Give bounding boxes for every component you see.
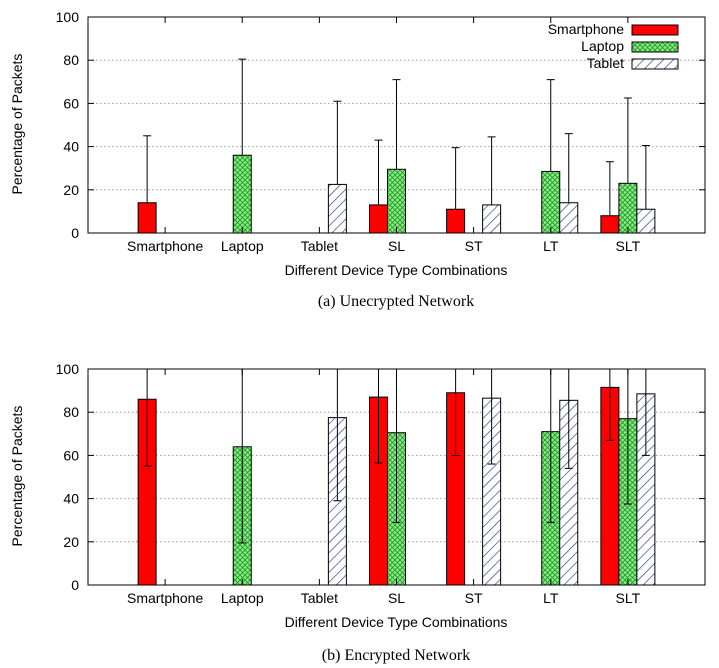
bar-laptop: [232, 154, 252, 234]
legend-swatch-tablet: [631, 58, 679, 70]
x-axis-label: Different Device Type Combinations: [285, 262, 508, 278]
bar-laptop: [387, 168, 406, 234]
y-tick-label: 20: [63, 182, 79, 198]
legend-label-smartphone: Smartphone: [548, 21, 624, 37]
bar-tablet: [636, 208, 656, 234]
legend-label-laptop: Laptop: [581, 38, 624, 54]
x-tick-label: Smartphone: [127, 238, 203, 254]
legend: Smartphone Laptop Tablet: [548, 21, 679, 71]
x-tick-label: LT: [543, 238, 559, 254]
x-tick-label: SLT: [616, 238, 641, 254]
caption: (a) Unecrypted Network: [318, 293, 474, 310]
bar-tablet: [482, 204, 502, 234]
bar-smartphone: [137, 202, 157, 234]
bar-tablet: [327, 183, 347, 234]
x-tick-label: ST: [465, 238, 483, 254]
y-tick-label: 40: [63, 491, 79, 507]
x-tick-label: Smartphone: [127, 590, 203, 606]
bar-laptop: [618, 182, 638, 234]
x-tick-label: Tablet: [301, 238, 338, 254]
error-bars: [143, 369, 650, 544]
y-tick-label: 80: [63, 52, 79, 68]
x-tick-label: Laptop: [221, 590, 264, 606]
y-tick-label: 100: [56, 361, 80, 377]
chart-encrypted: 0 20 40 60 80 100 Smartphone Laptop Tablet SL ST LT…: [9, 361, 706, 664]
y-tick-label: 0: [71, 577, 79, 593]
bar-smartphone: [369, 204, 388, 234]
y-tick-label: 0: [71, 225, 79, 241]
bar-tablet: [559, 202, 579, 234]
x-tick-label: Laptop: [221, 238, 264, 254]
legend-swatch-laptop: [631, 41, 679, 53]
y-tick-label: 60: [63, 95, 79, 111]
x-tick-label: Tablet: [301, 590, 338, 606]
x-tick-label: SL: [388, 238, 405, 254]
y-axis-label: Percentage of Packets: [9, 54, 25, 195]
error-bars: [143, 58, 650, 216]
x-tick-label: SL: [388, 590, 405, 606]
caption: (b) Encrypted Network: [322, 647, 470, 664]
bar-smartphone: [446, 208, 466, 234]
y-tick-label: 80: [63, 404, 79, 420]
axis-ticks: 0 20 40 60 80 100 Smartphone Laptop Tablet SL ST LT…: [56, 361, 705, 606]
bar-laptop: [541, 170, 561, 234]
x-tick-label: ST: [465, 590, 483, 606]
bar-smartphone: [600, 215, 620, 234]
legend-swatch-smartphone: [631, 24, 679, 36]
y-tick-label: 40: [63, 139, 79, 155]
legend-label-tablet: Tablet: [587, 55, 624, 71]
x-tick-label: LT: [543, 590, 559, 606]
y-tick-label: 20: [63, 534, 79, 550]
y-tick-label: 60: [63, 447, 79, 463]
x-axis-label: Different Device Type Combinations: [285, 614, 508, 630]
x-tick-label: SLT: [616, 590, 641, 606]
bars: [137, 386, 656, 586]
y-tick-label: 100: [56, 9, 80, 25]
y-axis-label: Percentage of Packets: [9, 406, 25, 547]
